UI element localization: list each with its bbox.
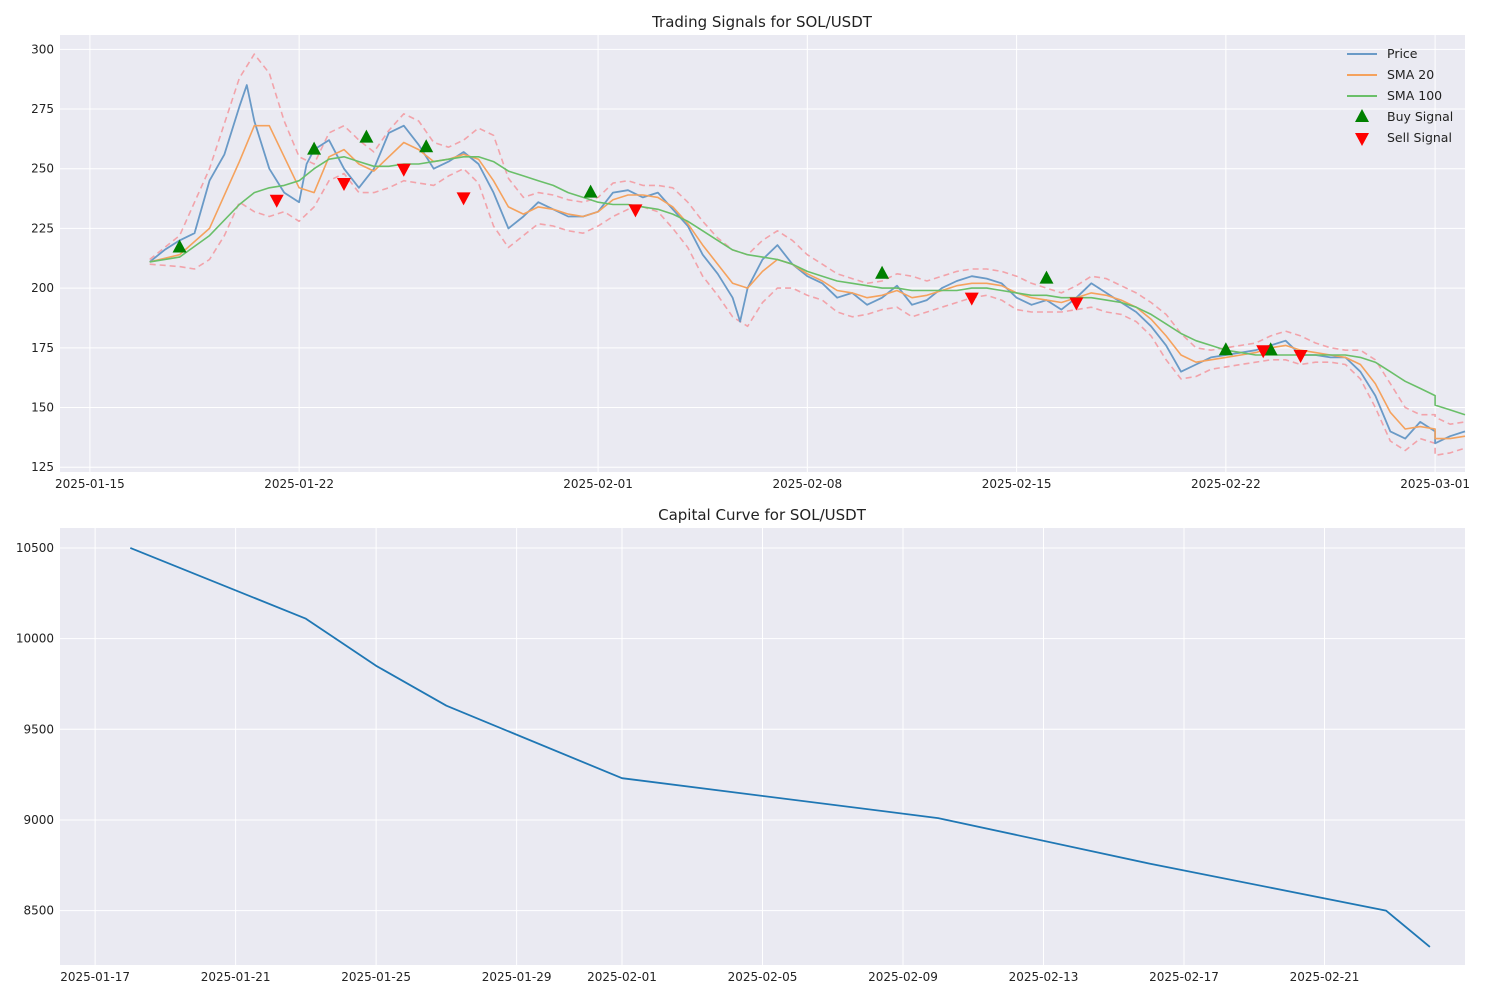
buy-signal-marker [359, 129, 374, 143]
sell-signal-marker [628, 204, 643, 218]
y-tick-label: 200 [31, 281, 54, 295]
y-tick-label: 10500 [16, 541, 54, 555]
x-tick-label: 2025-01-21 [201, 970, 271, 984]
x-tick-label: 2025-02-01 [563, 477, 633, 491]
x-tick-label: 2025-02-01 [587, 970, 657, 984]
x-tick-label: 2025-02-13 [1009, 970, 1079, 984]
y-tick-label: 175 [31, 341, 54, 355]
x-tick-label: 2025-01-22 [264, 477, 334, 491]
trading-signals-grid [60, 35, 1465, 472]
legend-price-label: Price [1387, 46, 1418, 61]
x-tick-label: 2025-02-09 [868, 970, 938, 984]
sell-signal-marker [456, 192, 471, 206]
capital-curve-ticks: 2025-01-17 2025-01-21 2025-01-25 2025-01-29… [16, 541, 1360, 984]
x-tick-label: 2025-02-15 [982, 477, 1052, 491]
sell-signal-marker [964, 292, 979, 306]
sell-signal-marker [1069, 297, 1084, 311]
trading-signals-ticks: 2025-01-15 2025-01-22 2025-02-01 2025-02-08… [31, 42, 1470, 491]
capital-curve-title: Capital Curve for SOL/USDT [658, 506, 867, 524]
trading-signals-title: Trading Signals for SOL/USDT [651, 13, 873, 31]
band-lower-line [149, 167, 1466, 457]
sell-signal-marker [396, 163, 411, 177]
y-tick-label: 150 [31, 401, 54, 415]
buy-signal-marker [172, 239, 187, 253]
x-tick-label: 2025-02-21 [1290, 970, 1360, 984]
legend-buy-signal-swatch [1355, 109, 1369, 122]
legend-buy-signal-label: Buy Signal [1387, 109, 1453, 124]
buy-signal-marker [419, 139, 434, 153]
band-upper-line [149, 53, 1466, 425]
trading-signals-panel: Trading Signals for SOL/USDT 2025-01-15 2… [31, 13, 1470, 491]
x-tick-label: 2025-02-22 [1191, 477, 1261, 491]
buy-signal-marker [875, 265, 890, 279]
y-tick-label: 9500 [23, 722, 54, 736]
y-tick-label: 9000 [23, 813, 54, 827]
trading-signals-series [149, 53, 1466, 457]
y-tick-label: 125 [31, 460, 54, 474]
buy-signal-marker [1218, 342, 1233, 356]
sell-signal-marker [1256, 345, 1271, 359]
y-tick-label: 275 [31, 102, 54, 116]
legend-sell-signal-label: Sell Signal [1387, 130, 1452, 145]
capital-curve-grid [60, 528, 1465, 965]
sell-signal-marker [336, 178, 351, 192]
x-tick-label: 2025-03-01 [1400, 477, 1470, 491]
x-tick-label: 2025-02-05 [728, 970, 798, 984]
y-tick-label: 225 [31, 221, 54, 235]
x-tick-label: 2025-01-25 [341, 970, 411, 984]
capital-curve-panel: Capital Curve for SOL/USDT 2025-01-17 202… [16, 506, 1465, 984]
sell-signal-marker [269, 194, 284, 208]
x-tick-label: 2025-01-17 [60, 970, 130, 984]
buy-signal-marker [307, 141, 322, 155]
y-tick-label: 10000 [16, 632, 54, 646]
buy-signal-marker [1039, 270, 1054, 284]
legend-sma-100-label: SMA 100 [1387, 88, 1442, 103]
buy-signal-marker [583, 184, 598, 198]
y-tick-label: 8500 [23, 904, 54, 918]
y-tick-label: 250 [31, 162, 54, 176]
sell-signal-marker [1293, 349, 1308, 363]
y-tick-label: 300 [31, 42, 54, 56]
legend-sell-signal-swatch [1355, 133, 1369, 146]
trading-signals-plot-area [60, 35, 1465, 472]
buy-signal-marker [1263, 342, 1278, 356]
legend-sma-20-label: SMA 20 [1387, 67, 1434, 82]
x-tick-label: 2025-01-15 [55, 477, 125, 491]
x-tick-label: 2025-02-08 [772, 477, 842, 491]
capital-line [129, 547, 1431, 948]
legend: Price SMA 20 SMA 100 Buy Signal Sell Signal [1347, 46, 1453, 146]
x-tick-label: 2025-02-17 [1149, 970, 1219, 984]
capital-curve-series [129, 547, 1431, 948]
x-tick-label: 2025-01-29 [482, 970, 552, 984]
